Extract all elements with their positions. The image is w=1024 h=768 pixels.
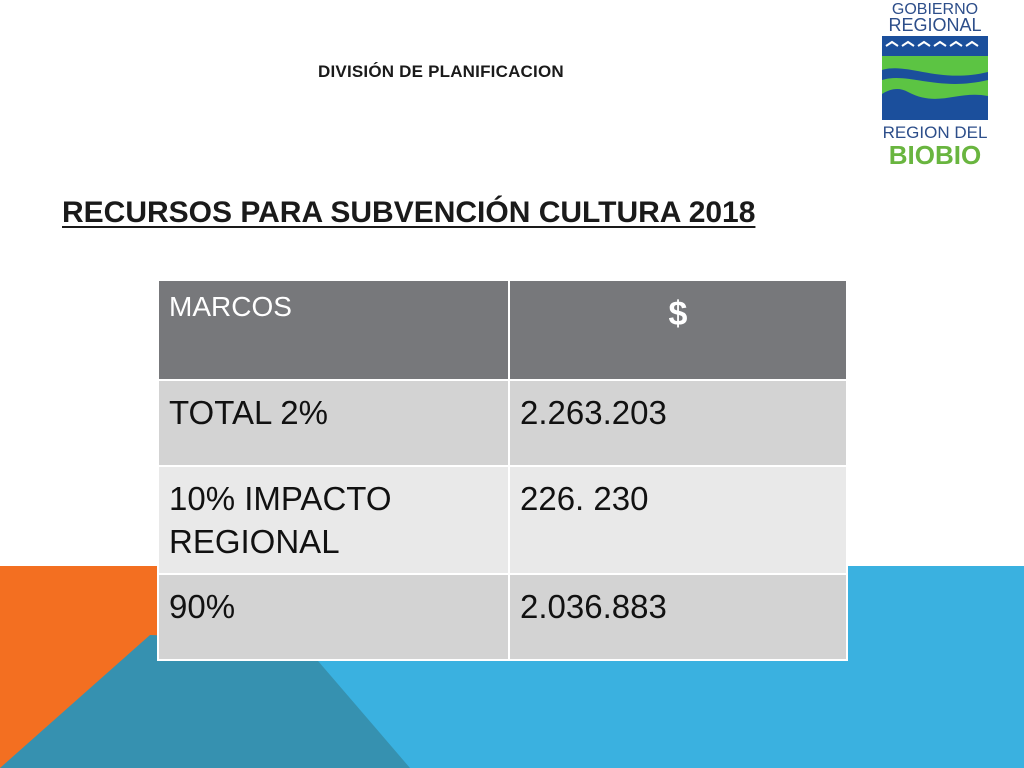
column-header-marcos: MARCOS <box>157 279 510 381</box>
logo-line1: GOBIERNO <box>892 1 978 18</box>
cell-marco: 90% <box>157 573 510 661</box>
table-row: 90% 2.036.883 <box>157 573 848 661</box>
logo-line4: BIOBIO <box>889 140 981 168</box>
cell-marco: TOTAL 2% <box>157 379 510 467</box>
page-title: RECURSOS PARA SUBVENCIÓN CULTURA 2018 <box>62 196 756 229</box>
dark-blue-shape <box>0 635 410 768</box>
cell-marco: 10% IMPACTO REGIONAL <box>157 465 510 575</box>
logo-line2: REGIONAL <box>888 15 981 35</box>
cell-amount: 2.036.883 <box>508 573 848 661</box>
cell-amount: 226. 230 <box>508 465 848 575</box>
logo-river <box>882 68 988 84</box>
logo-line3: REGION DEL <box>883 123 988 142</box>
table-row: TOTAL 2% 2.263.203 <box>157 379 848 467</box>
gobierno-regional-logo: GOBIERNO REGIONAL REGION DEL BIOBIO <box>882 1 988 168</box>
logo-mountains <box>885 40 979 47</box>
cell-amount: 2.263.203 <box>508 379 848 467</box>
resources-table: MARCOS $ TOTAL 2% 2.263.203 10% IMPACTO … <box>157 279 848 661</box>
table-header-row: MARCOS $ <box>157 279 848 381</box>
table-row: 10% IMPACTO REGIONAL 226. 230 <box>157 465 848 575</box>
column-header-amount: $ <box>508 279 848 381</box>
division-subtitle: DIVISIÓN DE PLANIFICACION <box>318 62 564 81</box>
